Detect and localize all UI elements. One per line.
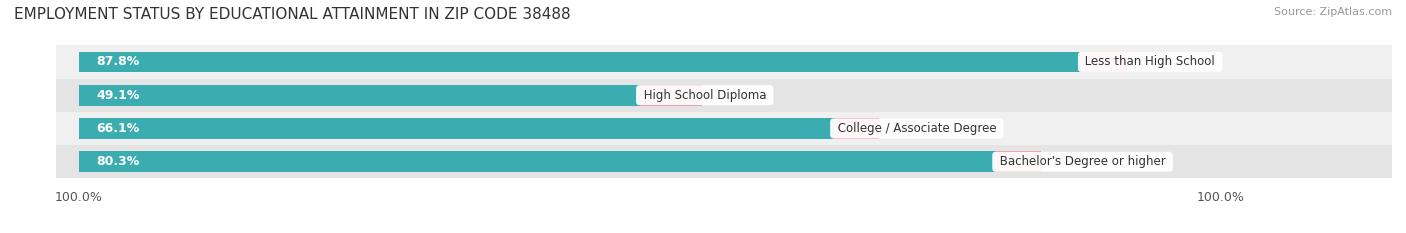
Text: 49.1%: 49.1% <box>96 89 139 102</box>
Text: College / Associate Degree: College / Associate Degree <box>834 122 1000 135</box>
Bar <box>79 85 640 106</box>
Text: EMPLOYMENT STATUS BY EDUCATIONAL ATTAINMENT IN ZIP CODE 38488: EMPLOYMENT STATUS BY EDUCATIONAL ATTAINM… <box>14 7 571 22</box>
Bar <box>79 118 834 139</box>
Bar <box>834 118 879 139</box>
Bar <box>56 45 1392 79</box>
Bar <box>79 51 1081 72</box>
Text: 0.0%: 0.0% <box>1053 155 1085 168</box>
Text: 0.0%: 0.0% <box>1139 55 1171 69</box>
Text: Bachelor's Degree or higher: Bachelor's Degree or higher <box>995 155 1170 168</box>
Bar <box>56 79 1392 112</box>
Text: 5.5%: 5.5% <box>714 89 745 102</box>
Text: 80.3%: 80.3% <box>96 155 139 168</box>
Text: High School Diploma: High School Diploma <box>640 89 770 102</box>
Text: 87.8%: 87.8% <box>96 55 139 69</box>
Bar <box>56 112 1392 145</box>
Text: Less than High School: Less than High School <box>1081 55 1219 69</box>
Bar <box>79 151 995 172</box>
Bar <box>640 85 703 106</box>
Bar <box>1081 51 1128 72</box>
Text: 0.0%: 0.0% <box>891 122 922 135</box>
Bar <box>995 151 1042 172</box>
Text: 66.1%: 66.1% <box>96 122 139 135</box>
Text: Source: ZipAtlas.com: Source: ZipAtlas.com <box>1274 7 1392 17</box>
Bar <box>56 145 1392 178</box>
